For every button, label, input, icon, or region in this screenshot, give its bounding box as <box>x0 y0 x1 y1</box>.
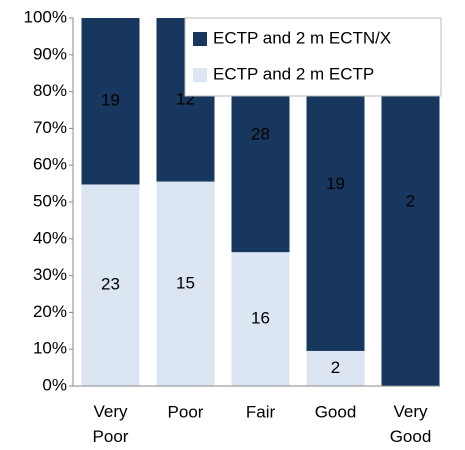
bar-segment <box>231 252 290 386</box>
legend-swatch <box>193 32 207 46</box>
x-tick-label-line: Very <box>393 402 428 421</box>
x-tick-label-line: Very <box>93 402 128 421</box>
y-tick-label: 30% <box>33 265 67 284</box>
y-tick-label: 60% <box>33 155 67 174</box>
data-label: 19 <box>326 174 345 193</box>
legend-label: ECTP and 2 m ECTP <box>213 64 374 83</box>
x-tick-label: Very Poor <box>93 402 129 446</box>
data-label: 19 <box>101 91 120 110</box>
x-tick-label: Fair <box>246 402 276 421</box>
y-tick-label: 0% <box>42 375 67 394</box>
data-label: 23 <box>101 275 120 294</box>
legend-label: ECTP and 2 m ECTN/X <box>213 28 391 47</box>
bar-segment <box>81 184 140 386</box>
x-tick-label-line: Good <box>390 427 432 446</box>
y-tick-label: 50% <box>33 191 67 210</box>
legend-box <box>184 17 442 97</box>
y-tick-label: 90% <box>33 44 67 63</box>
x-tick-label: Good <box>315 402 357 421</box>
data-label: 2 <box>331 358 340 377</box>
bar-segment <box>306 350 365 386</box>
data-label: 28 <box>251 125 270 144</box>
x-tick-label-line: Poor <box>93 427 129 446</box>
y-tick-label: 80% <box>33 81 67 100</box>
x-tick-label: Poor <box>168 402 204 421</box>
bar-segment <box>81 18 140 185</box>
y-tick-label: 20% <box>33 302 67 321</box>
data-label: 15 <box>176 273 195 292</box>
x-tick-label: Very Good <box>390 402 432 446</box>
y-tick-label: 100% <box>24 7 67 26</box>
y-tick-label: 10% <box>33 339 67 358</box>
legend-swatch <box>193 68 207 82</box>
data-label: 16 <box>251 309 270 328</box>
data-label: 2 <box>406 191 415 210</box>
y-tick-label: 70% <box>33 118 67 137</box>
bar-segment <box>156 181 215 386</box>
y-tick-label: 40% <box>33 228 67 247</box>
